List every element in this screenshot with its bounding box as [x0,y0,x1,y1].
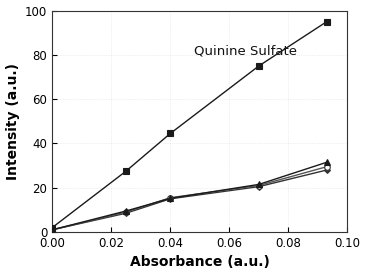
Y-axis label: Intensity (a.u.): Intensity (a.u.) [5,63,19,180]
Text: Quinine Sulfate: Quinine Sulfate [194,45,297,58]
X-axis label: Absorbance (a.u.): Absorbance (a.u.) [130,255,270,270]
